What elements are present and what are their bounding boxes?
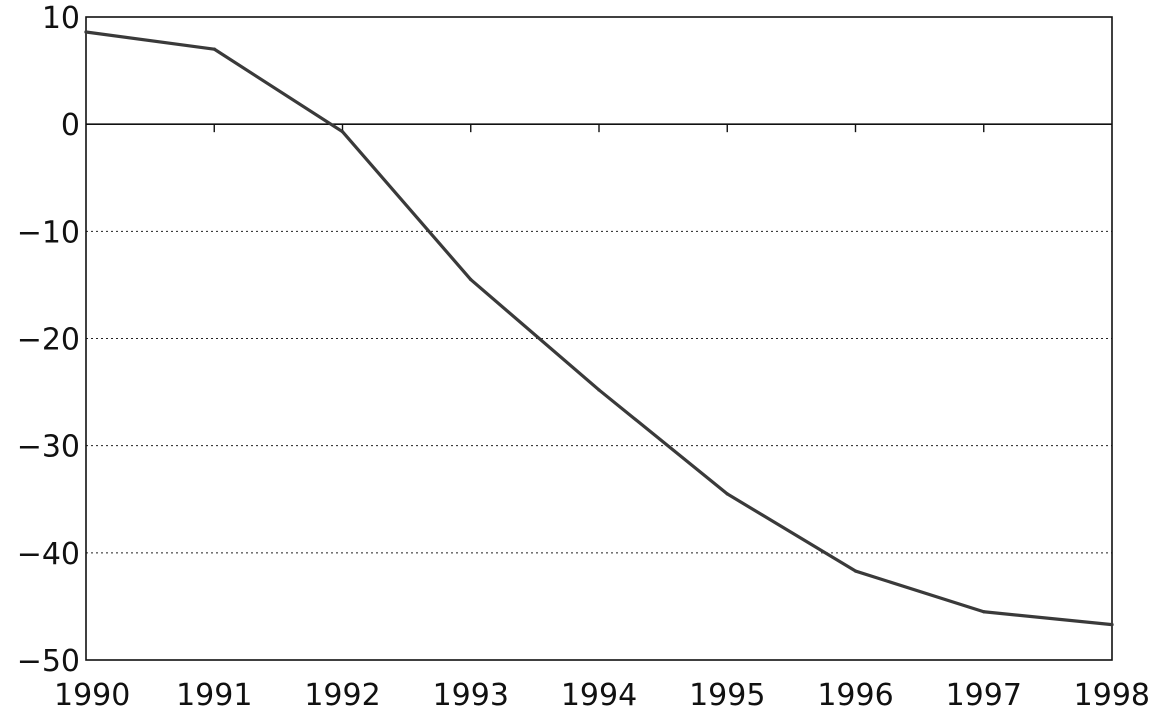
y-tick-label: −50 [17, 644, 80, 679]
data-point [84, 30, 88, 34]
x-tick-label: 1993 [433, 678, 509, 712]
y-tick-label: 10 [42, 1, 80, 36]
x-tick-label: 1990 [54, 678, 130, 712]
tick-layer [213, 124, 985, 133]
grid-layer [86, 123, 1112, 554]
data-point [597, 388, 601, 392]
data-point [853, 569, 858, 573]
y-tick-label: −10 [17, 215, 80, 250]
x-axis-tick-labels: 1990 1991 1992 1993 1994 1995 1996 1997 1998 [54, 678, 1150, 712]
y-tick-label: −40 [17, 537, 80, 572]
data-point [340, 130, 345, 134]
x-tick-label: 1996 [817, 678, 893, 712]
series-layer [84, 30, 1114, 627]
y-tick-label: −20 [17, 323, 80, 358]
plot-frame [85, 16, 1113, 661]
data-point [469, 277, 473, 282]
y-tick-label: −30 [17, 430, 80, 465]
x-tick-label: 1994 [561, 678, 637, 712]
y-axis-tick-labels: 10 0 −10 −20 −30 −40 −50 [17, 1, 80, 679]
data-point [1110, 623, 1114, 627]
x-tick-label: 1997 [946, 678, 1022, 712]
x-tick-label: 1998 [1074, 678, 1150, 712]
x-tick-label: 1995 [689, 678, 765, 712]
y-tick-label: 0 [61, 108, 80, 143]
data-point [725, 492, 729, 496]
data-point [982, 610, 986, 614]
data-point [212, 47, 216, 51]
x-tick-label: 1991 [176, 678, 252, 712]
series-line [84, 30, 1114, 627]
x-tick-label: 1992 [304, 678, 380, 712]
